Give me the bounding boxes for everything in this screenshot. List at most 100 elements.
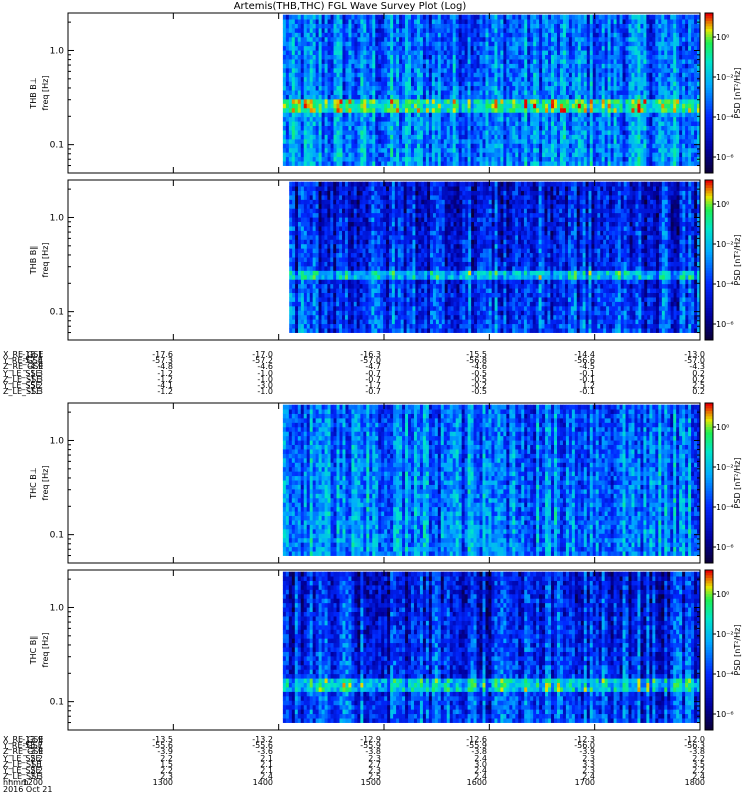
- ephem-value: 2.2: [692, 753, 705, 763]
- y-axis-probe-label: THB B⊥: [29, 77, 38, 109]
- ephem-value: -5.2: [27, 381, 43, 391]
- ephem-value: -4.6: [257, 362, 273, 372]
- ephem-label-column: X_RE_GSE Y_RE_GSE Z_RE_GSE Y_LE_SSE Z_LE_SSE…: [3, 735, 44, 788]
- spectrogram-panel-4: 1.0 0.1 THC B∥ freq [Hz] 10⁰ 10⁻² 10⁻⁴ 10⁻⁶ PSD …: [29, 569, 742, 731]
- y-axis-probe-label: THB B∥: [29, 246, 38, 275]
- ephem-value: -3.8: [689, 747, 705, 757]
- ephem-column: -16.3 -57.0 -4.7 -0.7 -0.7 -1.7 -0.7: [341, 350, 381, 397]
- ephem-value: -1.0: [257, 368, 273, 378]
- colorbar-tick-label: 10⁻⁶: [716, 153, 734, 162]
- ephem-value: -56.8: [466, 356, 487, 366]
- ephem-value: 1400: [252, 778, 273, 788]
- y-tick-label: 1.0: [50, 436, 65, 446]
- ephem-value: -15.5: [466, 350, 487, 359]
- ephem-value: -56.6: [574, 356, 595, 366]
- ephem-value: -4.9: [27, 362, 43, 372]
- ephem-value: -14.4: [574, 350, 595, 359]
- ephem-value: -57.2: [252, 356, 273, 366]
- ephem-value: 1.2: [582, 381, 595, 391]
- ephem-value: -12.0: [684, 735, 705, 744]
- y-axis-probe-label: THC B⊥: [29, 467, 38, 500]
- ephem-value: 1200: [22, 778, 43, 788]
- colorbar-frame: [704, 569, 714, 731]
- ephem-column: -12.0 -56.3 -3.8 2.2 3.5 2.2 2.4 1800: [665, 735, 705, 787]
- ephem-value: -0.5: [471, 387, 487, 397]
- ephem-label: Y_LE_SSE: [3, 381, 41, 391]
- ephem-value: 1300: [152, 778, 173, 788]
- colorbar-tick-label: 10⁻²: [716, 73, 734, 82]
- ephem-value: 2.2: [160, 766, 173, 776]
- ephem-value: 0.2: [692, 368, 705, 378]
- ephem-value: -0.7: [365, 387, 381, 397]
- colorbar-frame: [704, 402, 714, 564]
- ephem-value: -4.1: [157, 381, 173, 391]
- ephem-column: -13.0 -57.0 -4.3 0.2 0.2 2.5 0.2: [665, 350, 705, 397]
- ephem-value: -55.6: [152, 741, 173, 751]
- ephem-label: Z_LE_SSE: [3, 759, 42, 769]
- ephem-value: -12.9: [360, 735, 381, 744]
- ephem-value: -4.7: [365, 362, 381, 372]
- ephem-value: 1.1: [30, 759, 43, 769]
- ephem-value: 0.2: [692, 387, 705, 397]
- ephem-value: 2.2: [30, 766, 43, 776]
- colorbar-tick-label: 10⁻⁶: [716, 710, 734, 719]
- heatmap-cells: [282, 14, 701, 166]
- y-tick-label: 0.1: [50, 531, 64, 541]
- y-tick-label: 1.0: [50, 46, 65, 56]
- colorbar: 10⁰ 10⁻² 10⁻⁴ 10⁻⁶ PSD [nT²/Hz]: [704, 402, 742, 564]
- ephem-value: -4.8: [157, 362, 173, 372]
- colorbar-tick-label: 10⁻⁴: [716, 280, 734, 289]
- page-title: Artemis(THB,THC) FGL Wave Survey Plot (L…: [233, 1, 467, 12]
- y-tick-label: 0.1: [50, 141, 64, 151]
- ephem-value: 2.1: [260, 759, 273, 769]
- heatmap-cells: [282, 404, 701, 556]
- ephem-value: 2.4: [692, 772, 705, 782]
- ephem-label: Z_LE_SSE: [3, 772, 42, 782]
- colorbar-tick-label: 10⁻⁶: [716, 543, 734, 552]
- colorbar-frame: [704, 12, 714, 174]
- ephem-value: 2.3: [582, 753, 595, 763]
- y-tick-label: 1.0: [50, 603, 65, 613]
- ephem-label: hhmm: [3, 778, 29, 788]
- y-tick-label: 0.1: [50, 308, 64, 318]
- ephem-value: -56.3: [684, 741, 705, 751]
- colorbar-tick-label: 10⁻⁴: [716, 503, 734, 512]
- ephem-value: -1.3: [27, 368, 43, 378]
- ephem-value: 2.2: [692, 766, 705, 776]
- ephem-value: 2.7: [368, 759, 381, 769]
- heatmap-cells: [282, 571, 701, 723]
- ephemeris-thb-block: X_RE_GSE Y_RE_GSE Z_RE_GSE Y_LE_SSE Z_LE_SSE…: [3, 350, 705, 400]
- ephem-value: 1700: [574, 778, 595, 788]
- ephem-value: 2.4: [474, 753, 487, 763]
- ephem-value: -3.9: [27, 747, 43, 757]
- ephem-value: -0.7: [365, 368, 381, 378]
- ephem-value: 3.5: [692, 759, 705, 769]
- ephem-value: -1.2: [157, 368, 173, 378]
- ephem-value: -1.3: [27, 374, 43, 384]
- ephem-label-column: X_RE_GSE Y_RE_GSE Z_RE_GSE Y_LE_SSE Z_LE_SSE…: [3, 350, 43, 395]
- y-axis-freq-label: freq [Hz]: [41, 76, 50, 111]
- ephem-value: -0.1: [579, 387, 595, 397]
- ephem-value: 2.4: [474, 766, 487, 776]
- ephem-value: 2.1: [260, 766, 273, 776]
- ephem-value: -3.9: [579, 747, 595, 757]
- ephem-value: 2.4: [474, 772, 487, 782]
- colorbar-frame: [704, 179, 714, 341]
- ephem-value: -1.7: [365, 381, 381, 391]
- ephem-value: 2.2: [30, 753, 43, 763]
- ephem-label: X_RE_GSE: [3, 735, 44, 744]
- y-axis-probe-label: THC B∥: [29, 636, 38, 666]
- ephem-value: -13.0: [684, 350, 705, 359]
- ephem-value: -3.6: [257, 747, 273, 757]
- ephem-value: 1600: [466, 778, 487, 788]
- ephem-value: -17.6: [152, 350, 173, 359]
- ephem-value: 2.2: [160, 753, 173, 763]
- ephem-label: Y_LE_SSE: [3, 368, 41, 378]
- y-axis-freq-label: freq [Hz]: [41, 243, 50, 278]
- ephem-value: 1500: [360, 778, 381, 788]
- ephem-value: -1.2: [157, 374, 173, 384]
- y-axis-freq-label: freq [Hz]: [41, 466, 50, 501]
- ephem-value: -12.6: [466, 735, 487, 744]
- colorbar-label: PSD [nT²/Hz]: [733, 68, 742, 119]
